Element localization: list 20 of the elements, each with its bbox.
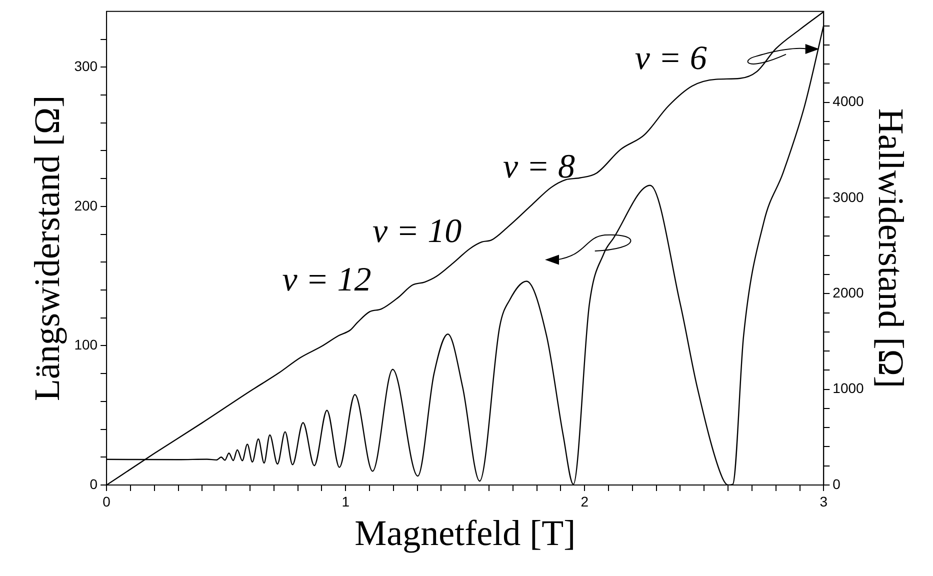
y-tick-label: 0 [90, 476, 98, 492]
x-tick-label: 0 [102, 493, 111, 510]
y-tick-label: 300 [74, 58, 98, 74]
y-tick-label: 100 [74, 336, 98, 353]
annotation: ν = 12 [282, 261, 372, 298]
y2-tick-label: 2000 [832, 284, 864, 301]
y2-tick-label: 0 [832, 476, 841, 492]
y2-tick-label: 4000 [832, 93, 864, 110]
annotation: ν = 6 [634, 40, 707, 78]
y2-tick-label: 1000 [832, 380, 864, 396]
annotation: ν = 10 [372, 212, 462, 250]
y2-axis-title: Hallwiderstand [Ω] [870, 108, 911, 388]
y-tick-label: 200 [74, 197, 98, 214]
annotation: ν = 8 [502, 148, 575, 186]
x-tick-label: 3 [820, 493, 828, 510]
y2-tick-label: 3000 [832, 188, 864, 205]
x-axis-title: Magnetfeld [T] [354, 512, 576, 553]
x-tick-label: 2 [580, 493, 589, 510]
x-tick-label: 1 [342, 493, 350, 510]
y-axis-title: Längswiderstand [Ω] [27, 95, 68, 402]
